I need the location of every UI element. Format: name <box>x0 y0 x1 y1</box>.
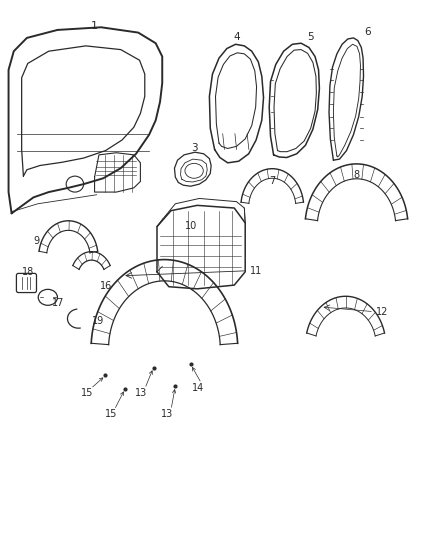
Text: 14: 14 <box>192 383 204 393</box>
Text: 15: 15 <box>81 388 93 398</box>
Text: 3: 3 <box>191 143 198 154</box>
Text: 5: 5 <box>307 32 314 42</box>
Text: 8: 8 <box>353 170 360 180</box>
Text: 19: 19 <box>92 316 105 326</box>
Text: 13: 13 <box>161 409 173 419</box>
Text: 6: 6 <box>364 27 371 37</box>
Text: 4: 4 <box>233 32 240 42</box>
Text: 9: 9 <box>33 236 39 246</box>
Text: 17: 17 <box>52 297 64 308</box>
Text: 13: 13 <box>135 388 148 398</box>
Text: 11: 11 <box>251 266 263 276</box>
Text: 16: 16 <box>100 281 113 291</box>
Text: 18: 18 <box>21 267 34 277</box>
Text: 7: 7 <box>269 176 276 187</box>
Text: 12: 12 <box>376 306 389 317</box>
Text: 15: 15 <box>105 409 117 419</box>
Text: 10: 10 <box>184 221 197 231</box>
Text: 1: 1 <box>91 21 98 31</box>
